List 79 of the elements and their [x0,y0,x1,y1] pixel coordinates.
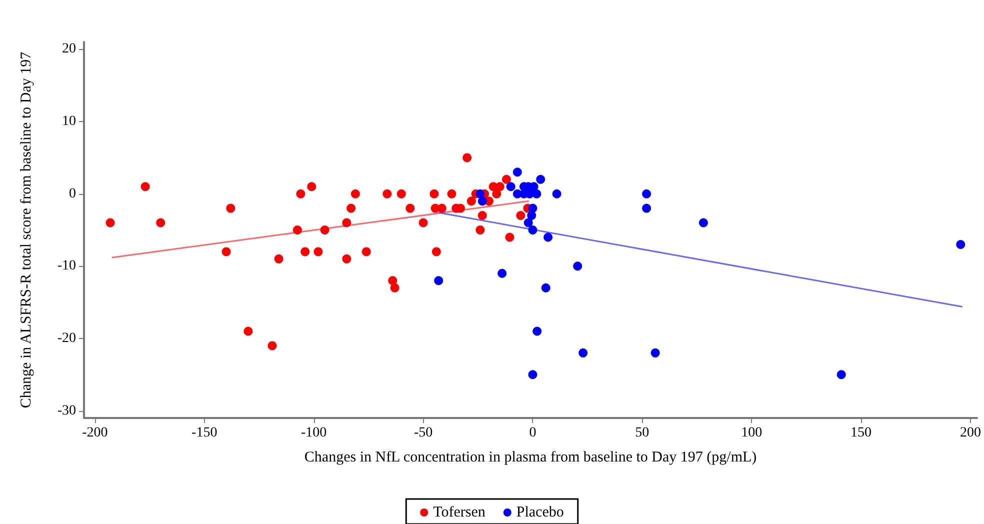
point [478,211,487,220]
point [226,204,236,213]
point [346,204,356,213]
legend-label: Placebo [516,504,564,520]
point [418,218,428,228]
x-tick-label: -100 [300,426,327,440]
point [956,240,966,249]
point [573,262,582,271]
point [396,189,406,198]
y-axis-title: Change in ALSFRS-R total score from baseline to Day 197 [18,51,34,408]
point [106,218,115,228]
x-tick-label: 0 [529,426,536,440]
y-tick-label: 10 [62,114,76,130]
point [505,232,514,242]
point [478,196,487,206]
point [698,218,708,228]
point [156,218,166,228]
x-tick-label: 150 [850,426,872,440]
point [476,189,485,198]
point [300,247,310,256]
point [528,226,538,234]
point [466,196,476,206]
point [406,204,415,213]
point [390,283,400,292]
y-tick-label: 20 [62,42,76,57]
point [536,174,546,184]
point [314,247,323,256]
point [140,182,150,192]
point [342,254,352,264]
point [578,348,588,358]
point [388,276,398,286]
point [362,247,371,256]
point [528,370,538,380]
point [502,174,511,184]
point [506,182,516,192]
point [382,189,392,198]
y-tick-label: -30 [57,403,76,418]
point [642,204,652,213]
point [532,189,542,198]
point [642,189,652,198]
x-tick-label: 100 [741,426,762,440]
point [244,326,253,336]
point [342,218,352,228]
legend-label: Tofersen [433,504,486,520]
y-tick-label: -20 [57,330,76,346]
point [307,182,316,192]
point [350,189,360,198]
x-tick-label: 200 [960,426,981,440]
x-axis-title: Changes in NfL concentration in plasma from baseline to Day 197 (pg/mL) [304,450,757,466]
point [447,189,456,198]
point [432,247,441,256]
y-tick-label: 0 [69,186,76,202]
point [512,168,522,177]
x-tick-label: -150 [192,426,218,440]
point [552,189,562,198]
y-tick-label: -10 [57,258,76,274]
point [650,348,660,358]
point [268,341,277,350]
point [296,189,306,198]
point [836,370,846,380]
x-tick-label: -50 [414,426,433,440]
point [274,254,284,264]
point [516,211,526,220]
point [524,218,533,228]
point [541,283,550,292]
point [492,189,502,198]
point [222,247,231,256]
x-tick-label: -200 [82,426,108,440]
point [430,189,439,198]
point [434,276,444,286]
point [544,232,553,242]
point [532,326,542,336]
point [462,153,472,162]
point [292,226,302,234]
point [527,211,536,220]
x-tick-label: 50 [635,426,650,440]
point [498,268,507,278]
point [320,226,330,234]
point [476,226,485,234]
